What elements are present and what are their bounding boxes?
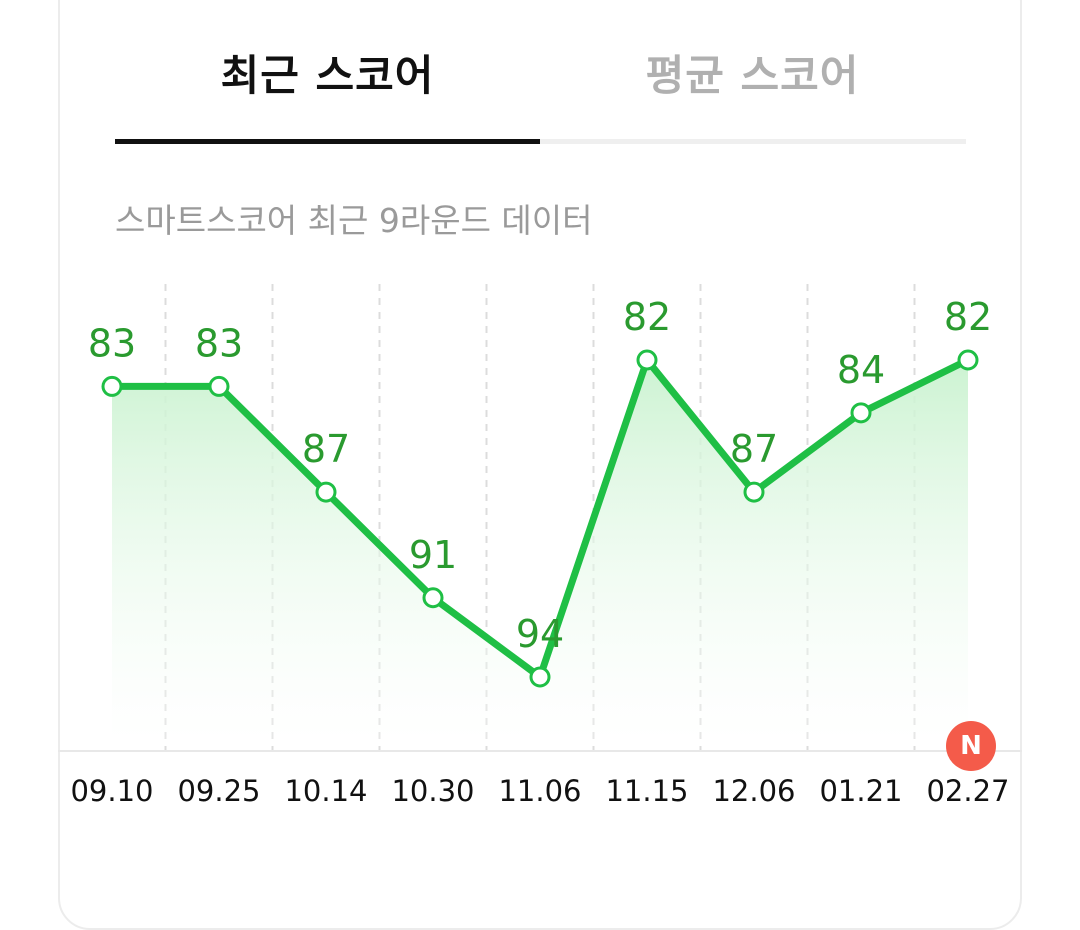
- value-label-layer: 83 83 87 91 94 82 87 84 82: [88, 295, 992, 656]
- x-label-layer: 09.10 09.25 10.14 10.30 11.06 11.15 12.06 01.21…: [70, 774, 1009, 808]
- value-label: 83: [88, 321, 136, 365]
- value-label: 82: [623, 295, 671, 339]
- x-tick-label: 09.25: [177, 774, 260, 808]
- value-label: 94: [516, 612, 564, 656]
- data-point[interactable]: [208, 375, 230, 397]
- x-tick-label: 10.30: [391, 774, 474, 808]
- data-point[interactable]: [315, 481, 337, 503]
- x-tick-label: 09.10: [70, 774, 153, 808]
- value-label: 87: [302, 427, 350, 471]
- tab-average-score[interactable]: 평균 스코어: [645, 51, 860, 100]
- value-label: 87: [730, 427, 778, 471]
- x-tick-label: 11.06: [498, 774, 581, 808]
- data-point[interactable]: [529, 666, 551, 688]
- x-tick-label: 02.27: [926, 774, 1009, 808]
- x-tick-label: 11.15: [605, 774, 688, 808]
- data-point[interactable]: [850, 402, 872, 424]
- data-point[interactable]: [101, 375, 123, 397]
- tab-track: [115, 139, 966, 144]
- value-label: 84: [837, 348, 885, 392]
- tab-recent-score[interactable]: 최근 스코어: [220, 51, 435, 100]
- data-point[interactable]: [636, 349, 658, 371]
- value-label: 91: [409, 533, 457, 577]
- x-tick-label: 10.14: [284, 774, 367, 808]
- value-label: 82: [944, 295, 992, 339]
- score-tabs: 최근 스코어 평균 스코어: [115, 0, 966, 145]
- tab-active-indicator: [115, 139, 540, 144]
- data-point[interactable]: [957, 349, 979, 371]
- score-line-chart: 83 83 87 91 94 82 87 84 82 09.10 09.25 10.14 10.30 1…: [58, 284, 1022, 808]
- data-point[interactable]: [422, 587, 444, 609]
- chart-subtitle: 스마트스코어 최근 9라운드 데이터: [115, 201, 593, 240]
- data-point[interactable]: [743, 481, 765, 503]
- point-layer: [101, 349, 979, 688]
- area-fill: [112, 360, 968, 741]
- x-tick-label: 12.06: [712, 774, 795, 808]
- value-label: 83: [195, 321, 243, 365]
- new-badge: N: [946, 721, 996, 771]
- x-tick-label: 01.21: [819, 774, 902, 808]
